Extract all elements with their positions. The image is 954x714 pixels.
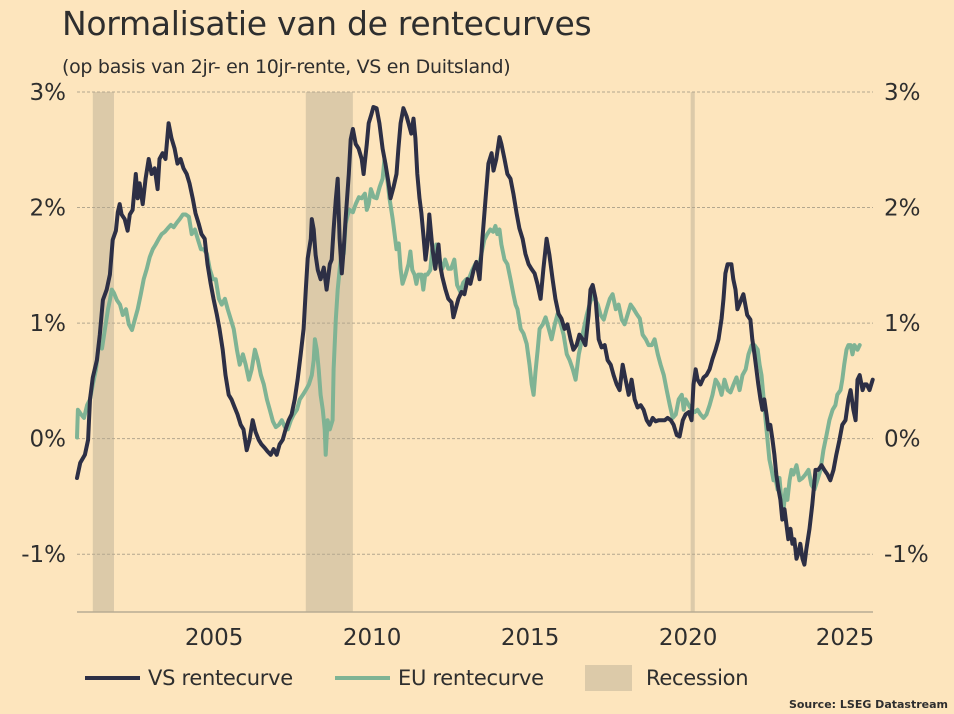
x-axis: 2005 2010 2015 2020 2025 bbox=[185, 625, 874, 651]
recession-bands bbox=[92, 92, 695, 612]
y-tick-label-left: 2% bbox=[30, 196, 67, 222]
gridlines bbox=[77, 91, 873, 555]
y-tick-label-right: -1% bbox=[884, 542, 929, 568]
y-tick-label-right: 2% bbox=[884, 196, 921, 222]
y-tick-label-left: 0% bbox=[30, 427, 67, 453]
legend-item-eu: EU rentecurve bbox=[335, 666, 544, 690]
x-tick-label: 2020 bbox=[659, 625, 718, 651]
legend: VS rentecurve EU rentecurve Recession bbox=[0, 665, 954, 696]
chart-title: Normalisatie van de rentecurves bbox=[62, 4, 592, 43]
recession-band bbox=[92, 92, 114, 612]
legend-item-vs: VS rentecurve bbox=[85, 666, 293, 690]
y-tick-label-right: 0% bbox=[884, 427, 921, 453]
series-line-eu bbox=[75, 157, 862, 512]
x-tick-label: 2005 bbox=[185, 625, 244, 651]
legend-label-eu: EU rentecurve bbox=[398, 666, 544, 690]
legend-swatch-recession bbox=[585, 665, 632, 691]
y-axis-right: 3% 2% 1% 0% -1% bbox=[884, 80, 929, 568]
y-tick-label-right: 3% bbox=[884, 80, 921, 106]
y-tick-label-left: -1% bbox=[21, 542, 66, 568]
series-line-vs bbox=[75, 105, 875, 567]
legend-swatch-vs bbox=[85, 676, 140, 680]
legend-label-recession: Recession bbox=[646, 666, 749, 690]
x-tick-label: 2025 bbox=[816, 625, 875, 651]
recession-band bbox=[690, 92, 695, 612]
chart-subtitle: (op basis van 2jr- en 10jr-rente, VS en … bbox=[62, 56, 511, 78]
series-lines bbox=[75, 105, 875, 567]
x-tick-label: 2015 bbox=[501, 625, 560, 651]
legend-item-recession: Recession bbox=[585, 665, 749, 691]
legend-label-vs: VS rentecurve bbox=[148, 666, 293, 690]
legend-swatch-eu bbox=[335, 676, 390, 680]
y-tick-label-right: 1% bbox=[884, 311, 921, 337]
source-note: Source: LSEG Datastream bbox=[788, 698, 948, 711]
x-tick-label: 2010 bbox=[343, 625, 402, 651]
y-tick-label-left: 1% bbox=[30, 311, 67, 337]
y-axis-left: 3% 2% 1% 0% -1% bbox=[21, 80, 66, 568]
y-tick-label-left: 3% bbox=[30, 80, 67, 106]
